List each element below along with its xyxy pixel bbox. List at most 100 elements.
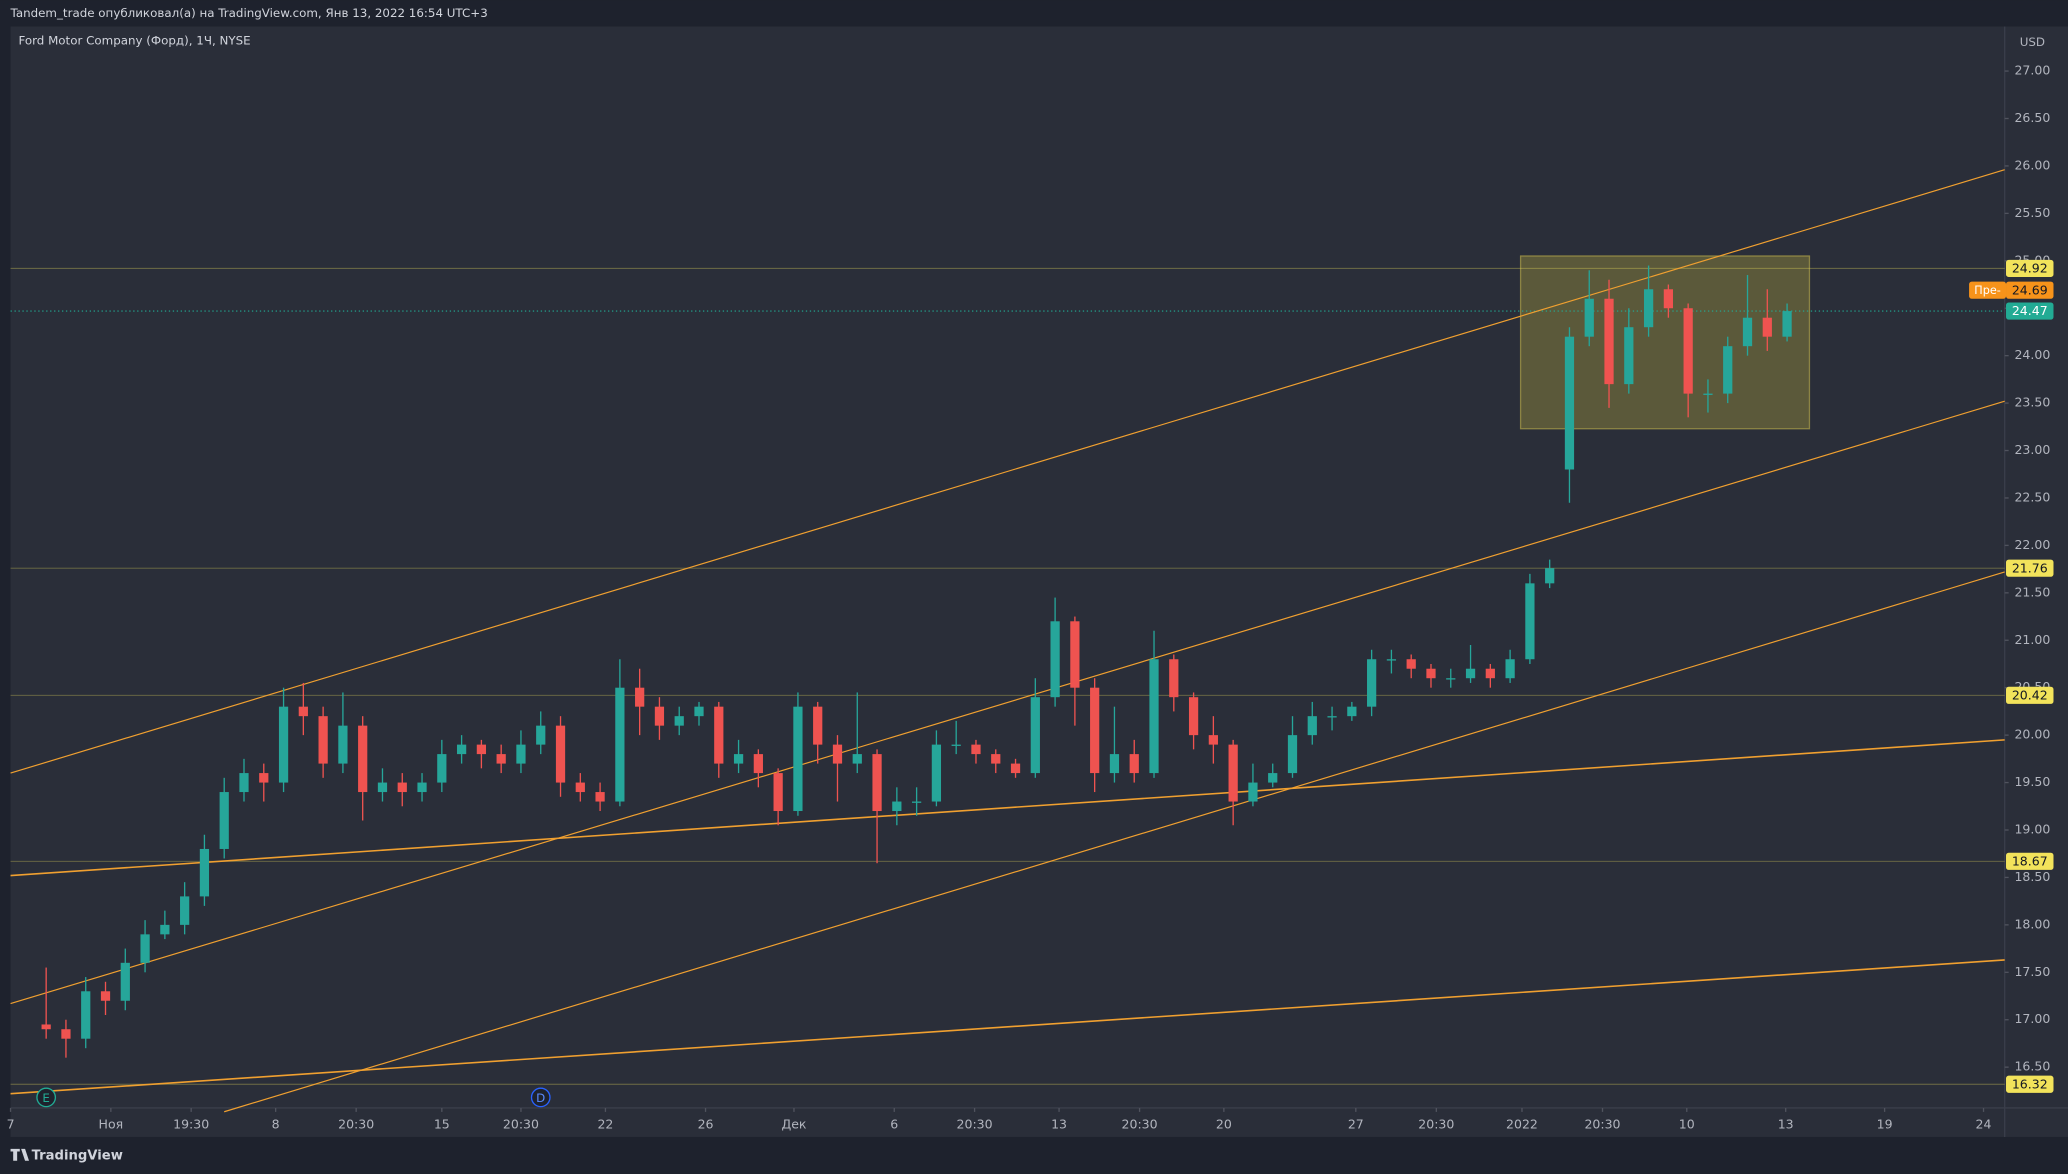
candle-body	[1525, 583, 1535, 660]
x-tick-label: 20:30	[957, 1117, 993, 1132]
candle-body	[1663, 289, 1673, 309]
y-tick-label: 19.00	[2014, 821, 2050, 836]
candle-body	[180, 896, 190, 925]
candle-body	[278, 706, 289, 783]
x-tick-label: 20:30	[338, 1117, 374, 1132]
level-label: 24.92	[2012, 261, 2048, 276]
level-label: 16.32	[2012, 1076, 2048, 1091]
candle-body	[931, 744, 942, 802]
candle-body	[41, 1024, 51, 1030]
y-tick-label: 21.00	[2014, 632, 2050, 647]
y-tick-label: 18.00	[2014, 916, 2050, 931]
plot: 16.50 17.00 17.50 18.00 18.50 19.00 19.50 20.00…	[7, 63, 2051, 1132]
candle-body	[1030, 697, 1040, 774]
candle-body	[1287, 735, 1298, 774]
premarket-tag-bg	[1969, 281, 2007, 299]
candle-body	[1129, 754, 1139, 774]
candle-body	[1485, 668, 1495, 679]
x-tick-label: 20	[1216, 1117, 1232, 1132]
candle-body	[120, 962, 130, 1001]
x-tick-label: 2022	[1506, 1117, 1538, 1132]
candle-body	[1070, 621, 1080, 688]
candle-body	[1545, 568, 1555, 584]
candle-body	[1742, 317, 1753, 347]
x-tick-label: 10	[1679, 1117, 1695, 1132]
candle-body	[773, 773, 783, 812]
candle-body	[1307, 716, 1317, 736]
candle-body	[61, 1029, 71, 1039]
trendline	[224, 571, 2005, 1113]
candle-body	[140, 934, 150, 963]
candle-body	[239, 773, 249, 793]
candle-body	[397, 782, 407, 793]
candle-body	[1762, 317, 1772, 337]
price-axis	[2004, 26, 2068, 1137]
candle-body	[1683, 308, 1693, 394]
candle-body	[298, 706, 308, 717]
candle-body	[81, 991, 91, 1039]
y-tick-label: 27.00	[2014, 63, 2050, 78]
candle-body	[259, 773, 269, 783]
candle-body	[832, 744, 843, 764]
y-tick-label: 17.00	[2014, 1011, 2050, 1026]
candle-body	[1248, 782, 1258, 802]
x-tick-label: 19:30	[173, 1117, 209, 1132]
candle-body	[892, 801, 902, 812]
x-tick-label: 20:30	[1122, 1117, 1158, 1132]
x-tick-label: 13	[1778, 1117, 1794, 1132]
y-tick-label: 22.00	[2014, 537, 2050, 552]
candle-body	[1584, 298, 1594, 337]
candle-body	[1090, 687, 1100, 774]
candle-body	[100, 991, 111, 1001]
candle-body	[437, 754, 447, 783]
candle-body	[872, 754, 882, 812]
candle-body	[1149, 659, 1159, 774]
candle-body	[1327, 716, 1337, 718]
candle-body	[1446, 678, 1456, 680]
candle-body	[991, 754, 1001, 764]
candle-body	[417, 782, 427, 793]
candle-body	[1188, 697, 1199, 736]
y-tick-label: 26.50	[2014, 110, 2050, 125]
candle-body	[635, 687, 645, 707]
candle-body	[1208, 735, 1218, 745]
level-label-bg	[2006, 259, 2054, 277]
y-tick-label: 18.50	[2014, 869, 2050, 884]
candle-body	[1465, 668, 1476, 679]
candle-body	[793, 706, 803, 812]
candle-body	[1782, 311, 1792, 337]
candle-body	[575, 782, 585, 793]
x-tick-label: 20:30	[503, 1117, 539, 1132]
candle-body	[1604, 298, 1614, 385]
trendline	[10, 739, 2005, 877]
logo-icon	[10, 1148, 30, 1161]
candle-body	[912, 801, 922, 803]
candle-body	[358, 725, 368, 793]
last-price: 24.47	[2012, 303, 2048, 318]
range-box	[1519, 255, 1811, 430]
level-label-bg	[2006, 852, 2054, 870]
y-tick-label: 17.50	[2014, 964, 2050, 979]
candle-body	[1505, 659, 1515, 679]
candle-body	[1406, 659, 1416, 669]
x-tick-label: 27	[1348, 1117, 1364, 1132]
candle-body	[219, 792, 229, 849]
candle-body	[1010, 763, 1021, 774]
candle-body	[1169, 659, 1179, 698]
candle-body	[813, 706, 823, 745]
x-tick-label: 20:30	[1584, 1117, 1620, 1132]
candle-body	[160, 924, 170, 935]
candle-body	[733, 754, 744, 764]
plot-area	[10, 26, 2005, 1137]
candle-body	[1643, 289, 1654, 328]
x-tick-label: 15	[434, 1117, 450, 1132]
level-label-bg	[2006, 559, 2054, 577]
candle-body	[476, 744, 487, 755]
event-label: D	[536, 1091, 545, 1105]
premarket-price-bg	[2006, 281, 2054, 299]
candle-body	[654, 706, 665, 726]
candle-body	[377, 782, 388, 793]
x-tick-label: 24	[1976, 1117, 1992, 1132]
candle-body	[1228, 744, 1238, 802]
